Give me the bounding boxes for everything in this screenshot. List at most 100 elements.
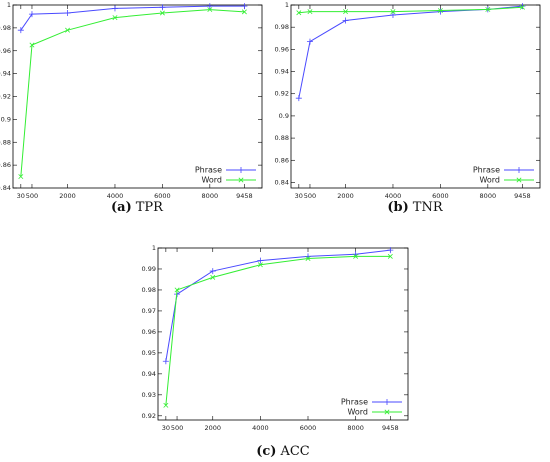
point-marker <box>437 8 444 15</box>
point-marker <box>210 274 216 280</box>
legend-marker <box>516 177 522 183</box>
point-marker <box>257 257 264 264</box>
x-tick-label: 500 <box>26 192 38 200</box>
y-tick-label: 0.96 <box>0 47 11 55</box>
y-tick-label: 0.96 <box>142 328 156 336</box>
x-tick-label: 8000 <box>202 192 219 200</box>
point-marker <box>209 268 216 275</box>
x-tick-label: 9458 <box>236 192 253 200</box>
y-tick-label: 0.9 <box>279 112 289 120</box>
x-tick-label: 30 <box>295 192 303 200</box>
legend-marker <box>384 399 390 405</box>
point-marker <box>29 42 35 48</box>
x-tick-label: 2000 <box>337 192 354 200</box>
point-marker <box>159 4 166 11</box>
x-tick-label: 9458 <box>514 192 531 200</box>
caption-text: TNR <box>413 200 444 215</box>
point-marker <box>390 9 396 15</box>
y-tick-label: 0.88 <box>275 134 289 142</box>
point-marker <box>159 10 165 16</box>
x-tick-label: 30 <box>17 192 25 200</box>
y-tick-label: 0.94 <box>0 70 11 78</box>
point-marker <box>206 3 213 10</box>
y-tick-label: 0.92 <box>0 93 11 101</box>
point-marker <box>111 5 118 12</box>
y-tick-label: 0.84 <box>275 178 289 186</box>
legend-marker <box>516 167 522 173</box>
chart-panel: 0.92 0.93 0.94 0.95 0.96 0.97 0.98 0.99 1 30 500 20… <box>142 244 409 459</box>
series-line <box>165 255 391 406</box>
point-marker <box>65 27 71 33</box>
point-marker <box>241 9 247 15</box>
y-tick-label: 0.98 <box>142 286 156 294</box>
point-marker <box>17 27 24 34</box>
y-tick-label: 0.94 <box>275 68 289 76</box>
legend-marker <box>384 409 390 415</box>
point-marker <box>519 4 525 10</box>
x-tick-label: 6000 <box>300 424 317 432</box>
x-tick-label: 30 <box>162 424 170 432</box>
point-marker <box>387 253 393 259</box>
series-line <box>298 5 523 99</box>
legend-label: Phrase <box>473 166 500 175</box>
x-tick-label: 6000 <box>432 192 449 200</box>
caption: (b) TNR <box>387 200 443 215</box>
point-marker <box>387 247 394 254</box>
legend-marker <box>238 167 244 173</box>
point-marker <box>437 8 443 14</box>
legend-label: Phrase <box>341 398 368 407</box>
y-tick-label: 0.84 <box>0 184 11 192</box>
point-marker <box>342 17 349 24</box>
point-marker <box>207 7 213 13</box>
legend-label: Word <box>347 408 368 417</box>
point-marker <box>174 287 180 293</box>
y-tick-label: 1 <box>285 1 289 9</box>
point-marker <box>307 9 313 15</box>
y-tick-label: 0.96 <box>275 45 289 53</box>
point-marker <box>295 95 302 102</box>
legend-label: Phrase <box>195 166 222 175</box>
point-marker <box>28 11 35 18</box>
y-tick-label: 0.98 <box>0 24 11 32</box>
caption-label: (b) <box>387 200 408 215</box>
point-marker <box>18 174 24 180</box>
caption: (c) ACC <box>256 444 310 459</box>
point-marker <box>305 256 311 261</box>
point-marker <box>389 11 396 18</box>
point-marker <box>163 402 169 408</box>
point-marker <box>64 10 71 17</box>
x-tick-label: 4000 <box>107 192 124 200</box>
y-tick-label: 0.92 <box>275 90 289 98</box>
legend-label: Word <box>479 176 500 185</box>
x-tick-label: 2000 <box>59 192 76 200</box>
y-tick-label: 0.98 <box>275 23 289 31</box>
y-tick-label: 0.97 <box>142 307 156 315</box>
caption-text: TPR <box>136 200 164 215</box>
y-tick-label: 0.94 <box>142 370 156 378</box>
point-marker <box>241 3 248 10</box>
y-tick-label: 0.88 <box>0 138 11 146</box>
caption-label: (a) <box>111 200 132 215</box>
caption-text: ACC <box>279 444 309 459</box>
y-tick-label: 0.9 <box>1 115 11 123</box>
x-tick-label: 9458 <box>382 424 399 432</box>
legend-marker <box>238 177 244 183</box>
plot-frame <box>12 4 263 189</box>
point-marker <box>343 9 349 15</box>
y-tick-label: 0.86 <box>0 161 11 169</box>
point-marker <box>162 358 169 365</box>
series-line <box>165 249 391 362</box>
y-tick-label: 1 <box>7 1 11 9</box>
legend-label: Word <box>201 176 222 185</box>
point-marker <box>296 10 302 16</box>
plot-frame <box>157 247 409 421</box>
x-tick-label: 8000 <box>347 424 364 432</box>
plot-frame <box>290 4 541 189</box>
point-marker <box>112 15 118 21</box>
x-tick-label: 500 <box>171 424 183 432</box>
x-tick-label: 6000 <box>154 192 171 200</box>
x-tick-label: 4000 <box>252 424 269 432</box>
x-tick-label: 8000 <box>480 192 497 200</box>
